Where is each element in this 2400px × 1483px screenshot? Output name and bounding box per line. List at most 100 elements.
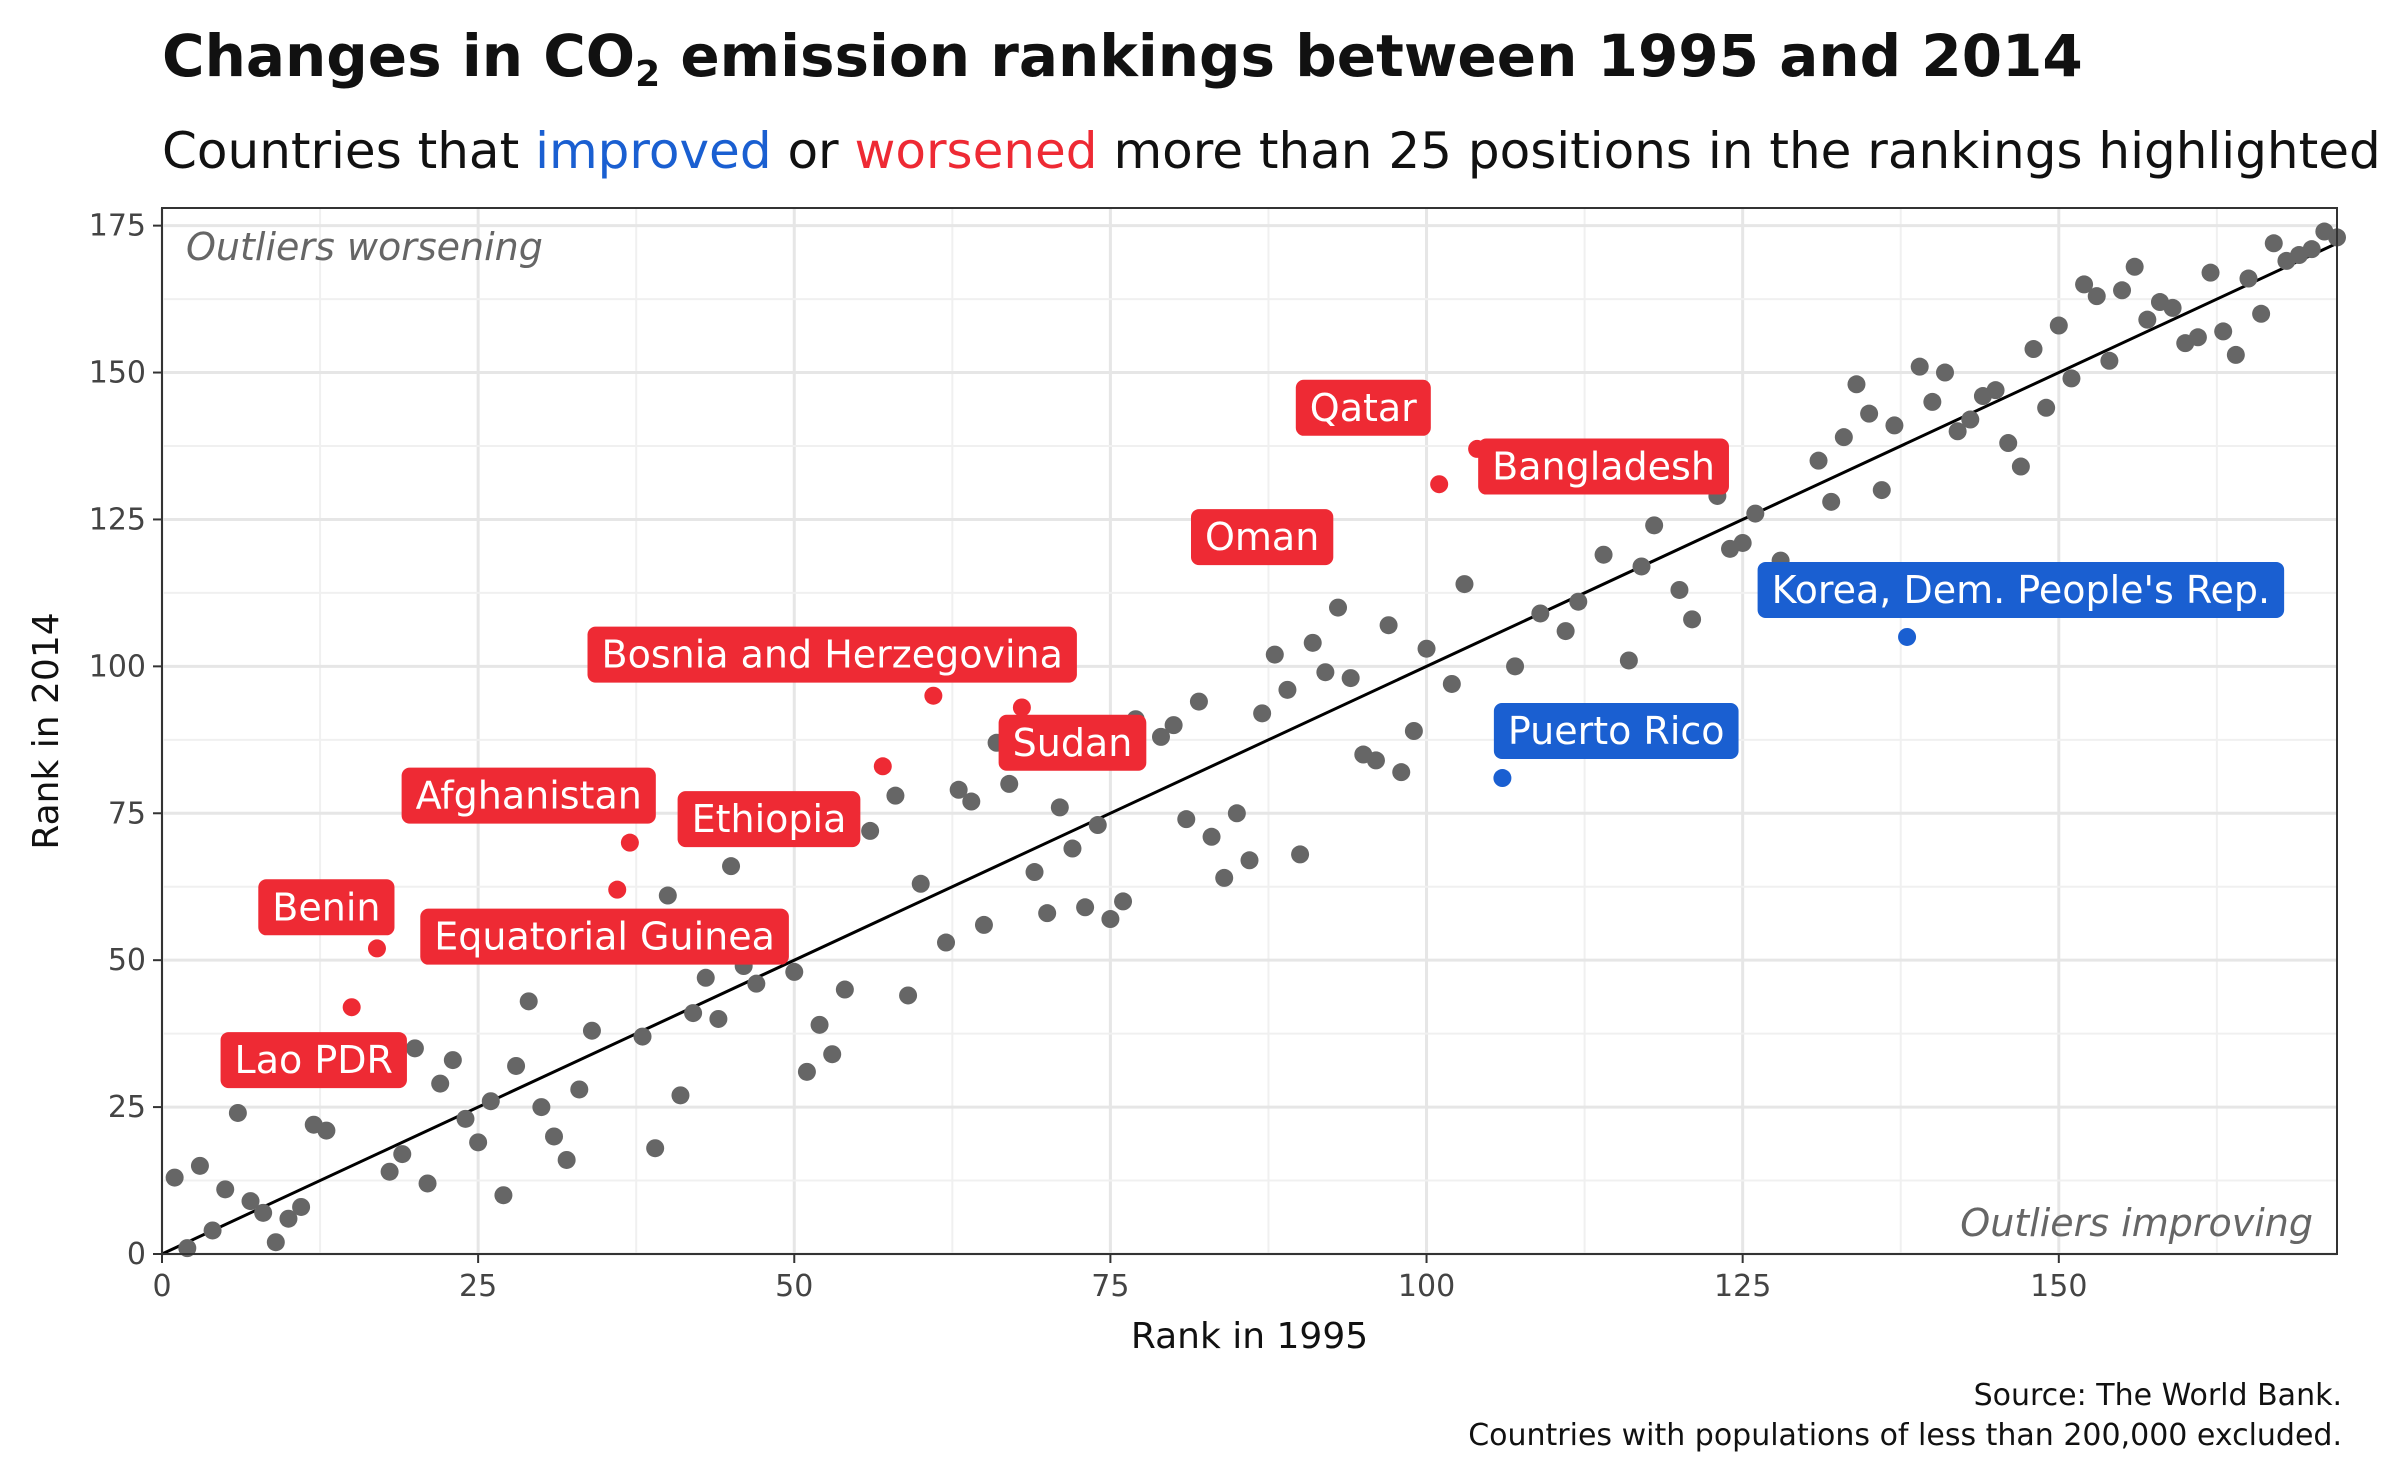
data-point <box>190 1156 209 1175</box>
label-text: Qatar <box>1310 386 1417 430</box>
data-point <box>2264 234 2283 253</box>
data-point <box>646 1139 665 1158</box>
data-point <box>292 1197 311 1216</box>
data-point <box>165 1168 184 1187</box>
data-point <box>1038 904 1057 923</box>
data-point <box>1177 810 1196 829</box>
label-text: Korea, Dem. People's Rep. <box>1772 568 2271 612</box>
data-point <box>393 1145 412 1164</box>
data-point <box>1114 892 1133 911</box>
x-tick-label: 100 <box>1398 1269 1455 1304</box>
data-point <box>797 1062 816 1081</box>
data-point <box>1240 851 1259 870</box>
x-tick-label: 75 <box>1091 1269 1129 1304</box>
subtitle-worsened: worsened <box>854 122 1098 180</box>
data-point <box>2037 398 2056 417</box>
data-point <box>2188 328 2207 347</box>
data-point <box>317 1121 336 1140</box>
plot-border <box>161 207 2338 1255</box>
label-box <box>998 714 1147 771</box>
data-point <box>418 1174 437 1193</box>
data-point <box>1253 704 1272 723</box>
data-point <box>2214 322 2233 341</box>
data-point <box>519 992 538 1011</box>
y-tick-label: 25 <box>108 1090 146 1125</box>
x-axis-title: Rank in 1995 <box>1131 1316 1368 1357</box>
data-point <box>886 786 905 805</box>
data-point-highlighted <box>1898 627 1917 646</box>
data-point-highlighted <box>367 939 386 958</box>
data-point <box>1645 516 1664 535</box>
label-ethiopia: Ethiopia <box>677 791 861 848</box>
data-point <box>1215 868 1234 887</box>
data-point <box>1303 633 1322 652</box>
data-point <box>2024 340 2043 359</box>
data-point <box>658 886 677 905</box>
data-point <box>1417 639 1436 658</box>
chart-subtitle: Countries that improved or worsened more… <box>162 122 2381 180</box>
data-point <box>1872 481 1891 500</box>
label-box <box>1493 703 1739 759</box>
data-point <box>228 1103 247 1122</box>
data-point <box>582 1021 601 1040</box>
data-point <box>2125 257 2144 276</box>
data-point <box>2011 457 2030 476</box>
data-point <box>1569 592 1588 611</box>
data-point <box>1151 727 1170 746</box>
x-tick-label: 150 <box>2030 1269 2087 1304</box>
subtitle-improved: improved <box>535 122 772 180</box>
data-point <box>1619 651 1638 670</box>
data-point <box>1442 674 1461 693</box>
data-point <box>1506 657 1525 676</box>
data-point-highlighted <box>342 998 361 1017</box>
y-axis-title: Rank in 2014 <box>26 612 67 849</box>
data-point-highlighted <box>620 833 639 852</box>
label-benin: Benin <box>258 879 395 936</box>
data-point <box>949 780 968 799</box>
data-point <box>1088 816 1107 835</box>
data-point <box>481 1092 500 1111</box>
label-equatorial-guinea: Equatorial Guinea <box>420 908 789 965</box>
data-point <box>1455 575 1474 594</box>
data-point <box>254 1203 273 1222</box>
data-point <box>1265 645 1284 664</box>
data-point <box>2226 345 2245 364</box>
data-point <box>1404 722 1423 740</box>
data-point <box>937 933 956 952</box>
data-point-highlighted <box>608 880 627 899</box>
data-point <box>1733 533 1752 552</box>
data-point <box>633 1027 652 1046</box>
data-point <box>1923 392 1942 411</box>
data-point <box>899 986 918 1005</box>
y-tick-label: 125 <box>89 502 146 537</box>
data-point <box>1531 604 1550 623</box>
data-point <box>494 1186 513 1205</box>
data-point <box>1341 669 1360 688</box>
data-point <box>1050 798 1069 817</box>
data-point <box>266 1233 285 1252</box>
data-point <box>545 1127 564 1146</box>
data-point <box>2239 269 2258 288</box>
data-point <box>722 857 741 876</box>
label-oman: Oman <box>1190 509 1334 566</box>
data-point <box>279 1209 298 1228</box>
data-point <box>1076 898 1095 917</box>
label-box <box>1757 561 2285 618</box>
data-point <box>405 1039 424 1058</box>
data-point <box>241 1192 260 1211</box>
data-point <box>835 980 854 999</box>
data-point <box>431 1074 450 1093</box>
data-point <box>1063 839 1082 858</box>
label-box <box>220 1032 407 1089</box>
data-point <box>532 1098 551 1117</box>
data-point <box>2252 304 2271 323</box>
label-puerto-rico: Puerto Rico <box>1493 703 1739 759</box>
data-point <box>2062 369 2081 388</box>
y-tick-label: 175 <box>89 209 146 244</box>
data-point <box>203 1221 222 1240</box>
y-tick-label: 50 <box>108 943 146 978</box>
data-point <box>1986 381 2005 400</box>
label-afghanistan: Afghanistan <box>401 767 656 824</box>
y-tick-label: 100 <box>89 649 146 684</box>
